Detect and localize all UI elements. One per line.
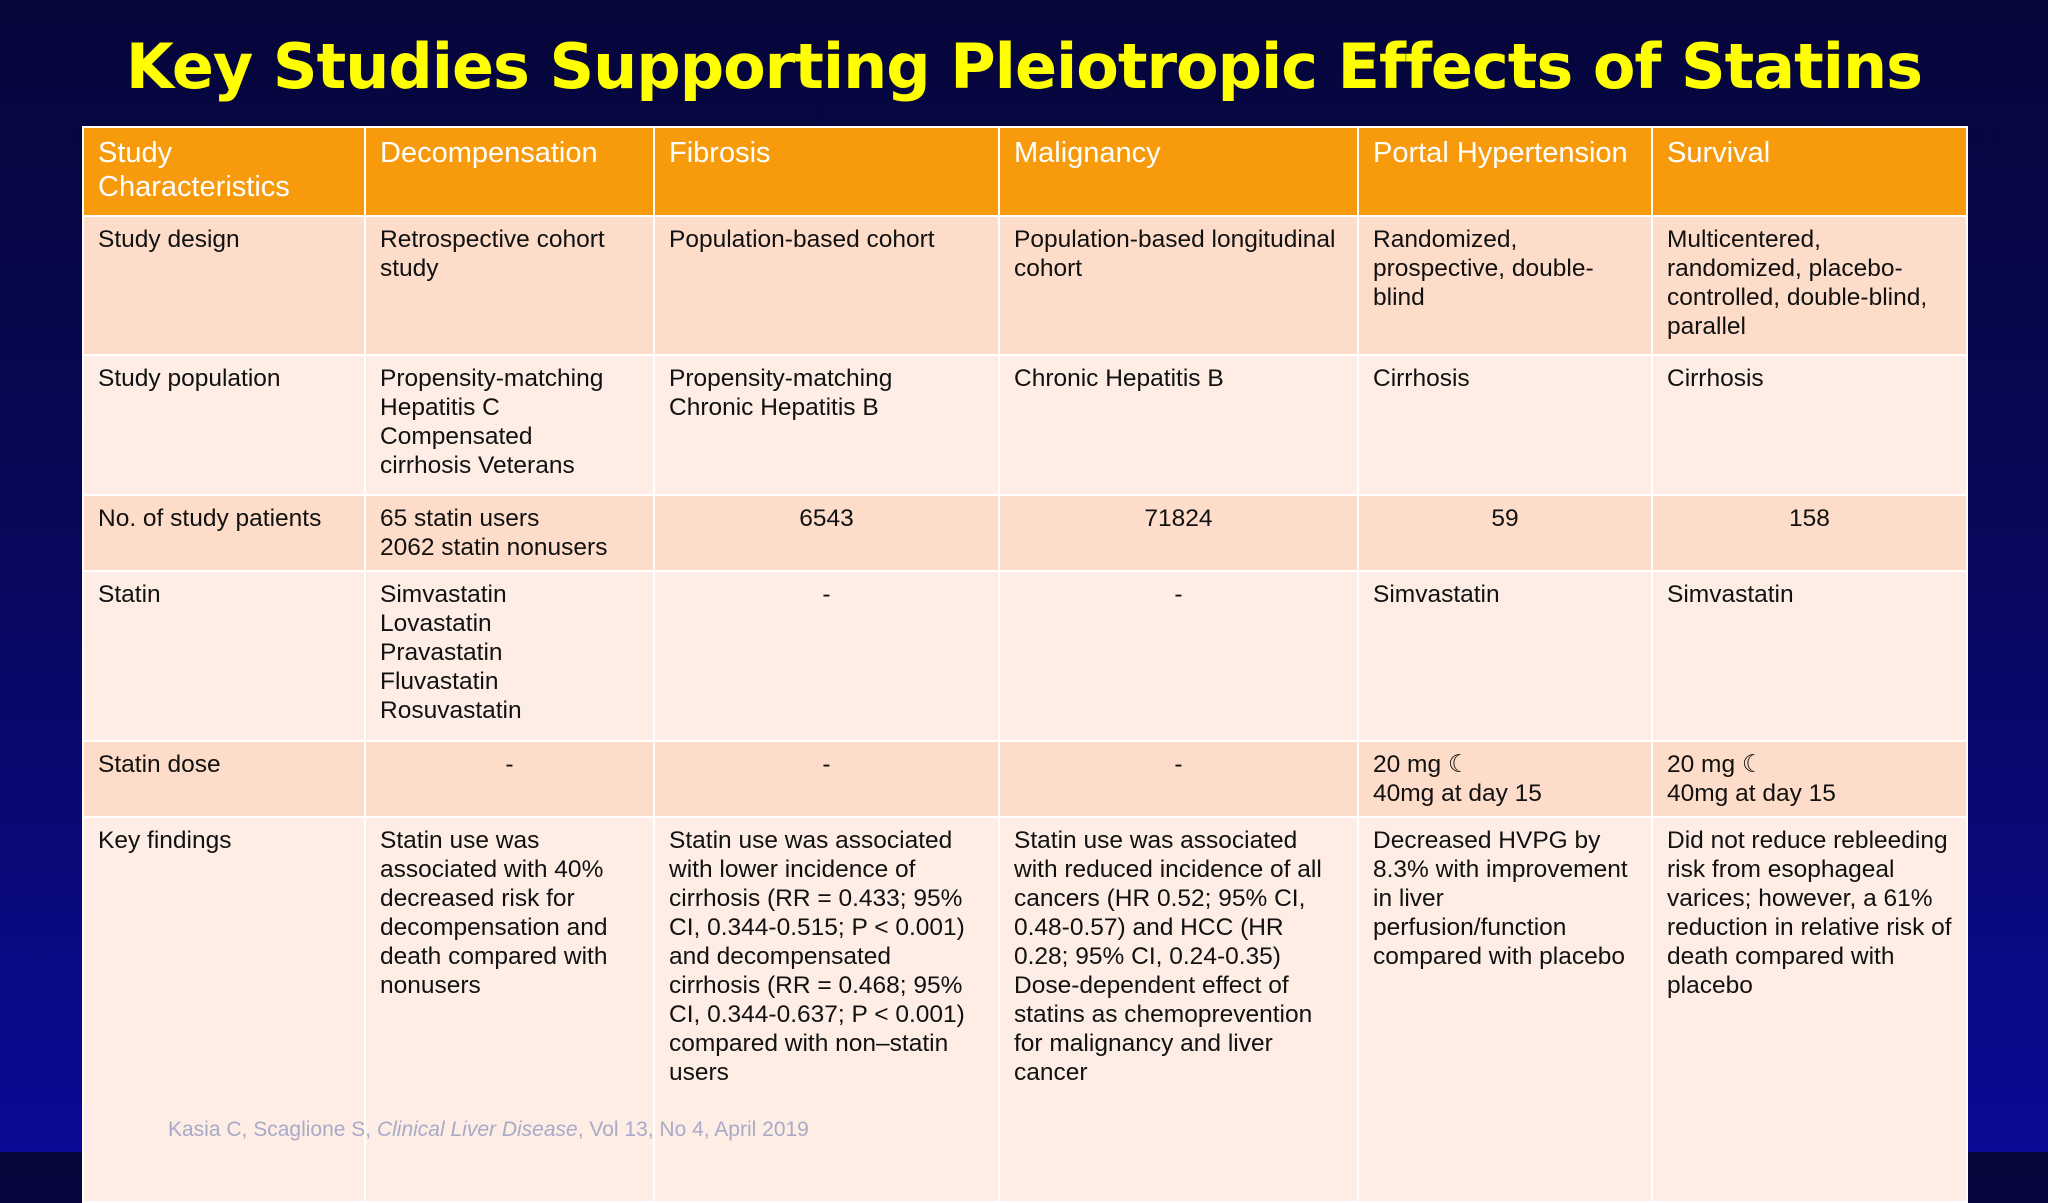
cell-line: 20 mg ☾ (1373, 751, 1470, 778)
table-cell: 158 (1651, 494, 1968, 572)
table-cell: 71824 (998, 494, 1359, 572)
table-cell: Multicentered, randomized, placebo-contr… (1651, 215, 1968, 356)
table-cell: Propensity-matching Chronic Hepatitis B (653, 354, 1000, 496)
table-cell: - (998, 570, 1359, 742)
table-cell: Propensity-matching Hepatitis C Compensate… (364, 354, 655, 496)
table-cell: 59 (1357, 494, 1653, 572)
table-cell: 6543 (653, 494, 1000, 572)
table-cell: - (998, 740, 1359, 818)
row-label: Study population (82, 354, 366, 496)
table-cell: Cirrhosis (1651, 354, 1968, 496)
cell-line: Hepatitis C (380, 394, 500, 421)
table-cell: Population-based cohort (653, 215, 1000, 356)
table-cell: Simvastatin Lovastatin Pravastatin Fluvasta… (364, 570, 655, 742)
header-cell: Study Characteristics (82, 126, 366, 217)
table-row: Key findings Statin use was associated wi… (82, 816, 1968, 1203)
table-cell: Retrospective cohort study (364, 215, 655, 356)
cell-line: Propensity-matching (380, 365, 604, 392)
cell-line: 2062 statin nonusers (380, 534, 608, 561)
table-cell: Statin use was associated with 40% decre… (364, 816, 655, 1203)
citation: Kasia C, Scaglione S, Clinical Liver Dis… (168, 1118, 809, 1142)
table-cell: Cirrhosis (1357, 354, 1653, 496)
table-cell: 20 mg ☾ 40mg at day 15 (1651, 740, 1968, 818)
header-cell: Fibrosis (653, 126, 1000, 217)
cell-line: Chronic Hepatitis B (669, 394, 879, 421)
row-label: Statin dose (82, 740, 366, 818)
table-cell: 65 statin users 2062 statin nonusers (364, 494, 655, 572)
header-cell: Malignancy (998, 126, 1359, 217)
table-cell: - (653, 570, 1000, 742)
studies-table: Study Characteristics Decompensation Fibro… (82, 126, 1968, 1203)
table-row: Study population Propensity-matching Hepat… (82, 354, 1968, 496)
cell-line: Propensity-matching (669, 365, 893, 392)
row-label: Key findings (82, 816, 366, 1203)
table-cell: - (653, 740, 1000, 818)
header-cell: Decompensation (364, 126, 655, 217)
cell-line: 65 statin users (380, 505, 540, 532)
table-cell: 20 mg ☾ 40mg at day 15 (1357, 740, 1653, 818)
table-cell: Did not reduce rebleeding risk from esop… (1651, 816, 1968, 1203)
table-cell: Statin use was associated with reduced i… (998, 816, 1359, 1203)
citation-journal: Clinical Liver Disease (376, 1118, 578, 1141)
cell-line: Fluvastatin (380, 668, 499, 695)
header-cell: Survival (1651, 126, 1968, 217)
table-row: Statin Simvastatin Lovastatin Pravastatin Fl… (82, 570, 1968, 742)
table-cell: Statin use was associated with lower inc… (653, 816, 1000, 1203)
cell-line: cirrhosis Veterans (380, 452, 575, 479)
row-label: No. of study patients (82, 494, 366, 572)
table-cell: Decreased HVPG by 8.3% with improvement … (1357, 816, 1653, 1203)
row-label: Study design (82, 215, 366, 356)
table-cell: Simvastatin (1357, 570, 1653, 742)
cell-line: Simvastatin (380, 581, 507, 608)
header-row: Study Characteristics Decompensation Fibro… (82, 126, 1968, 217)
slide-title: Key Studies Supporting Pleiotropic Effec… (125, 30, 1923, 103)
table-cell: - (364, 740, 655, 818)
table-row: No. of study patients 65 statin users 2062… (82, 494, 1968, 572)
table-cell: Population-based longitudinal cohort (998, 215, 1359, 356)
cell-line: 40mg at day 15 (1373, 780, 1542, 807)
row-label: Statin (82, 570, 366, 742)
cell-line: 40mg at day 15 (1667, 780, 1836, 807)
citation-details: , Vol 13, No 4, April 2019 (577, 1118, 809, 1141)
table-row: Statin dose - - -20 mg ☾ 40mg at day 15 20 mg… (82, 740, 1968, 818)
cell-line: Pravastatin (380, 639, 503, 666)
table-cell: Simvastatin (1651, 570, 1968, 742)
cell-line: 20 mg ☾ (1667, 751, 1764, 778)
table-cell: Randomized, prospective, double-blind (1357, 215, 1653, 356)
table-row: Study design Retrospective cohort study Po… (82, 215, 1968, 356)
cell-line: Rosuvastatin (380, 697, 522, 724)
header-cell: Portal Hypertension (1357, 126, 1653, 217)
table-cell: Chronic Hepatitis B (998, 354, 1359, 496)
cell-line: Lovastatin (380, 610, 492, 637)
cell-line: Compensated (380, 423, 533, 450)
citation-authors: Kasia C, Scaglione S, (168, 1118, 372, 1141)
